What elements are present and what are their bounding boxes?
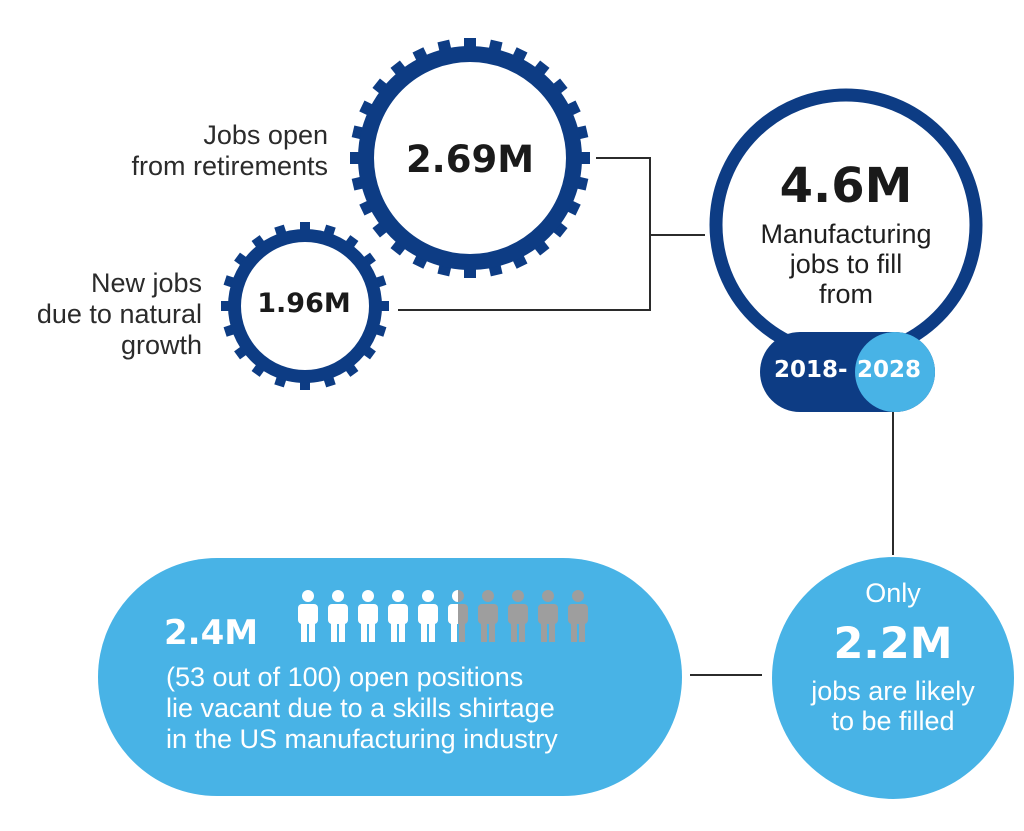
- filled-desc-line-1: jobs are likely: [811, 676, 975, 706]
- filled-description: jobs are likely to be filled: [783, 676, 1003, 736]
- filled-circle: [772, 557, 1014, 799]
- gear-tooth: [300, 379, 310, 390]
- person-icon: [508, 590, 528, 642]
- total-desc-line-2: jobs to fill: [789, 249, 903, 279]
- period-end: 2028: [857, 357, 922, 383]
- gear-tooth: [300, 222, 310, 233]
- vacant-description: (53 out of 100) open positions lie vacan…: [166, 662, 666, 755]
- gear-ring: [228, 229, 382, 383]
- total-desc-line-3: from: [819, 279, 873, 309]
- growth-label-line-1: New jobs: [90, 268, 202, 298]
- growth-label-line-2: due to natural: [36, 299, 202, 329]
- person-icon: [298, 590, 318, 642]
- total-description: Manufacturing jobs to fill from: [726, 219, 966, 309]
- person-icon: [388, 590, 408, 642]
- growth-label-line-3: growth: [120, 330, 202, 360]
- connector-growth: [398, 235, 651, 311]
- retirements-value: 2.69M: [405, 138, 535, 181]
- growth-value: 1.96M: [257, 288, 351, 319]
- vacant-desc-line-2: lie vacant due to a skills shirtage: [166, 693, 555, 723]
- connector-retirements: [596, 157, 705, 236]
- growth-label: New jobs due to natural growth: [6, 268, 202, 361]
- vacant-pill: [98, 558, 682, 796]
- total-value: 4.6M: [779, 158, 913, 214]
- connector-lines: [398, 157, 894, 676]
- filled-desc-line-2: to be filled: [831, 706, 955, 736]
- person-icon-half: [448, 590, 458, 642]
- gear-retirements: [350, 38, 590, 278]
- filled-value: 2.2M: [833, 619, 953, 669]
- retirements-label-line-2: from retirements: [131, 151, 328, 181]
- vacant-value: 2.4M: [164, 613, 259, 653]
- retirements-label: Jobs open from retirements: [96, 120, 328, 182]
- period-pill-light: [855, 332, 935, 412]
- person-icon: [478, 590, 498, 642]
- vacant-desc-line-1: (53 out of 100) open positions: [166, 662, 524, 692]
- gear-growth: [221, 222, 389, 390]
- gear-ring: [358, 46, 582, 270]
- retirements-label-line-1: Jobs open: [203, 120, 328, 150]
- filled-prefix: Only: [865, 578, 921, 608]
- person-icon: [328, 590, 348, 642]
- person-icon: [418, 590, 438, 642]
- total-desc-line-1: Manufacturing: [760, 219, 932, 249]
- person-icon: [358, 590, 378, 642]
- person-icon: [568, 590, 588, 642]
- people-icons: [298, 590, 588, 642]
- period-start: 2018-: [774, 357, 848, 383]
- total-circle-group: [709, 88, 983, 412]
- vacant-desc-line-3: in the US manufacturing industry: [166, 724, 558, 754]
- person-icon: [538, 590, 558, 642]
